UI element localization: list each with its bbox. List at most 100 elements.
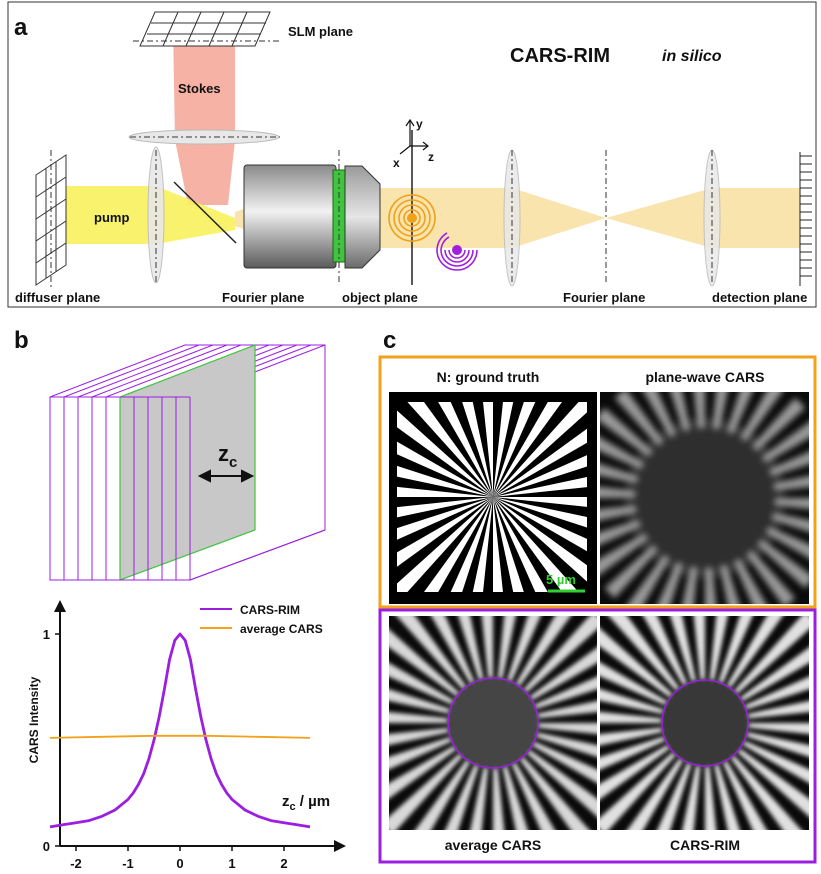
average-cars-circle bbox=[447, 677, 539, 769]
x-tick-label: 2 bbox=[280, 856, 287, 871]
siemens-star bbox=[397, 402, 587, 592]
star-spoke bbox=[531, 731, 597, 757]
dichroic-mirror bbox=[173, 181, 237, 244]
star-spoke bbox=[693, 616, 705, 686]
star-spoke bbox=[397, 441, 493, 497]
star-spoke bbox=[600, 505, 637, 521]
star-spoke bbox=[751, 397, 806, 452]
xyz-axes bbox=[399, 118, 429, 155]
star-spoke bbox=[397, 465, 493, 497]
star-spoke bbox=[600, 519, 642, 545]
star-spoke bbox=[600, 742, 675, 800]
star-spoke bbox=[733, 558, 767, 604]
star-spoke bbox=[657, 757, 694, 830]
star-spoke bbox=[501, 761, 528, 830]
stokes-beam bbox=[173, 28, 235, 205]
star-spoke bbox=[513, 616, 571, 691]
star-spoke bbox=[493, 455, 587, 497]
star-spoke bbox=[389, 662, 459, 707]
panel-a-title-suffix: in silico bbox=[662, 48, 722, 65]
plane-wave-label: plane-wave CARS bbox=[645, 369, 764, 385]
series-line-cars-rim bbox=[49, 632, 311, 829]
star-spoke bbox=[608, 616, 683, 695]
purple-emitter bbox=[452, 245, 462, 255]
x-tick-label: 1 bbox=[228, 856, 235, 871]
star-spoke bbox=[389, 712, 454, 723]
star-spoke bbox=[712, 392, 728, 430]
pump-beam bbox=[52, 186, 235, 244]
star-spoke bbox=[505, 616, 541, 687]
star-spoke bbox=[532, 723, 597, 734]
star-spoke bbox=[773, 475, 809, 491]
star-spoke bbox=[670, 616, 698, 687]
star-spoke bbox=[389, 689, 455, 715]
star-spoke bbox=[525, 647, 597, 703]
star-spoke bbox=[493, 497, 503, 592]
y-tick-label: 0 bbox=[43, 839, 50, 854]
star-spoke bbox=[493, 402, 514, 497]
legend-label: CARS-RIM bbox=[240, 603, 300, 617]
star-spoke bbox=[716, 616, 753, 689]
star-spoke bbox=[765, 526, 809, 559]
star-spoke bbox=[604, 544, 659, 599]
star-spoke bbox=[709, 616, 728, 686]
star-spoke bbox=[415, 755, 473, 830]
orange-wavefront bbox=[388, 194, 436, 242]
star-spoke bbox=[397, 410, 493, 497]
cars-rim-label: CARS-RIM bbox=[670, 837, 740, 853]
zc-label: zc bbox=[218, 441, 237, 471]
pump-label: pump bbox=[94, 210, 129, 225]
slm-plane-label: SLM plane bbox=[288, 24, 353, 39]
star-spoke bbox=[600, 463, 639, 484]
star-spoke bbox=[768, 451, 809, 477]
star-spoke bbox=[643, 392, 677, 438]
star-spoke bbox=[600, 628, 677, 701]
star-spoke bbox=[497, 616, 516, 684]
zc-arrow bbox=[197, 469, 255, 483]
star-spoke bbox=[742, 700, 809, 719]
star-spoke bbox=[774, 498, 809, 509]
star-spoke bbox=[493, 402, 536, 497]
star-spoke bbox=[739, 676, 809, 712]
star-spoke bbox=[472, 497, 493, 592]
star-spoke bbox=[522, 746, 597, 817]
star-spoke bbox=[705, 567, 717, 604]
star-spoke bbox=[741, 730, 809, 757]
legend-label: average CARS bbox=[240, 622, 323, 636]
star-spoke bbox=[397, 497, 493, 518]
star-spoke bbox=[682, 566, 698, 604]
star-spoke bbox=[389, 735, 457, 770]
star-spoke bbox=[397, 497, 493, 592]
plane-wave-spokes bbox=[600, 392, 809, 604]
x-axis-arrow bbox=[334, 840, 346, 852]
star-spoke bbox=[614, 392, 664, 446]
star-spoke bbox=[670, 392, 691, 432]
star-spoke bbox=[423, 497, 493, 592]
star-spoke bbox=[470, 762, 489, 830]
star-spoke bbox=[657, 561, 684, 604]
star-spoke bbox=[600, 734, 671, 770]
detection-plane-label: detection plane bbox=[712, 290, 807, 305]
star-spoke bbox=[532, 700, 597, 719]
star-spoke bbox=[407, 402, 493, 497]
star-spoke bbox=[527, 739, 597, 784]
star-spoke bbox=[493, 497, 587, 507]
average-cars-core bbox=[447, 677, 539, 769]
panel-a-title: CARS-RIM bbox=[510, 45, 610, 67]
star-spoke bbox=[481, 616, 493, 684]
star-spoke bbox=[712, 759, 740, 830]
x-tick-label: -2 bbox=[70, 856, 82, 871]
star-spoke bbox=[720, 755, 767, 830]
star-spoke bbox=[493, 497, 548, 592]
panel-c-label: c bbox=[383, 327, 396, 354]
star-spoke bbox=[509, 757, 555, 830]
star-spoke bbox=[397, 497, 493, 567]
panel-c: c N: ground truth plane-wave CARS 5 µm bbox=[378, 327, 817, 864]
star-spoke bbox=[600, 533, 649, 575]
slice-stack-front bbox=[120, 396, 191, 581]
star-spoke bbox=[493, 497, 579, 592]
star-spoke bbox=[458, 616, 485, 685]
star-spoke bbox=[746, 550, 796, 604]
star-spoke bbox=[600, 727, 668, 746]
star-spoke bbox=[735, 647, 809, 704]
